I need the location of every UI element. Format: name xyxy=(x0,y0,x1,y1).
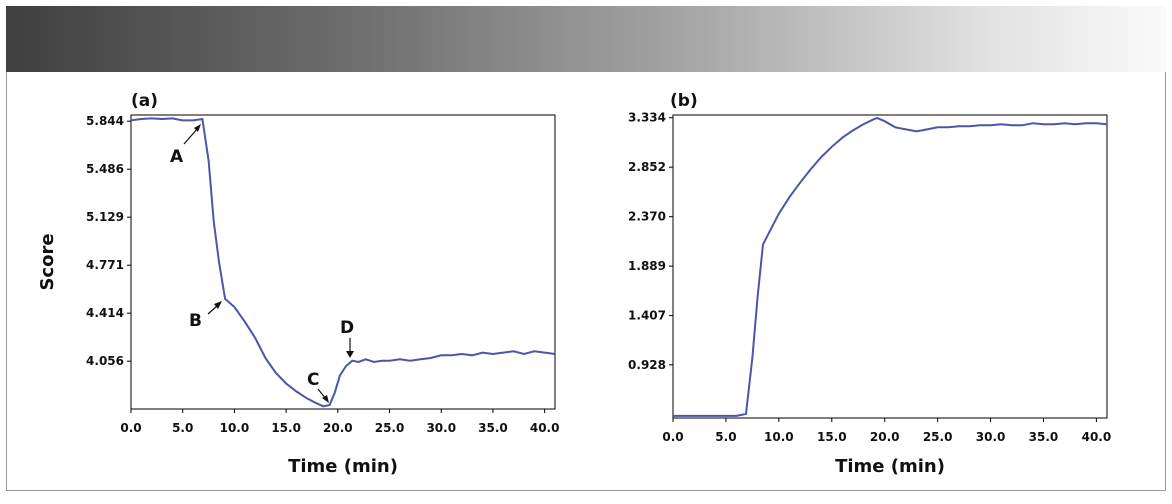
a-x-tick-label: 30.0 xyxy=(426,421,456,435)
chart-panel-b: (b) 3.334 2.852 2.370 1.889 1.407 0.928 0.0 5.… xyxy=(628,91,1111,477)
a-x-tick-label: 40.0 xyxy=(530,421,560,435)
panel-a-x-axis: 0.0 5.0 10.0 15.0 20.0 25.0 30.0 35.0 40.0 xyxy=(120,409,559,435)
panel-a-x-axis-title: Time (min) xyxy=(288,456,398,477)
annotation-d-label: D xyxy=(340,318,354,338)
panel-b-x-axis: 0.0 5.0 10.0 15.0 20.0 25.0 30.0 35.0 40.0 xyxy=(662,418,1111,444)
a-x-tick-label: 25.0 xyxy=(375,421,405,435)
panel-b-plot-area xyxy=(673,115,1107,418)
a-y-tick-label: 5.486 xyxy=(86,162,124,176)
annotation-d-arrowhead xyxy=(346,351,354,358)
chart-figure: (a) 5.844 5.486 5.129 4.771 4.414 4.056 0.0 5.… xyxy=(0,0,1172,504)
b-x-tick-label: 10.0 xyxy=(764,430,794,444)
annotation-a: A xyxy=(170,124,201,167)
a-y-tick-label: 4.414 xyxy=(86,306,124,320)
chart-panel-a: (a) 5.844 5.486 5.129 4.771 4.414 4.056 0.0 5.… xyxy=(37,91,559,477)
b-x-tick-label: 15.0 xyxy=(817,430,847,444)
b-y-tick-label: 1.889 xyxy=(628,259,666,273)
annotation-b: B xyxy=(189,301,222,331)
a-y-tick-label: 4.056 xyxy=(86,354,124,368)
b-x-tick-label: 40.0 xyxy=(1082,430,1112,444)
annotation-a-arrow xyxy=(184,128,198,144)
panel-b-x-axis-title: Time (min) xyxy=(835,456,945,477)
panel-a-label: (a) xyxy=(131,91,158,111)
b-x-tick-label: 30.0 xyxy=(976,430,1006,444)
a-y-tick-label: 5.844 xyxy=(86,114,124,128)
panel-b-label: (b) xyxy=(670,91,698,111)
panel-a-y-axis-title: Score xyxy=(37,233,58,290)
b-x-tick-label: 35.0 xyxy=(1029,430,1059,444)
annotation-b-label: B xyxy=(189,311,202,331)
panel-b-y-axis: 3.334 2.852 2.370 1.889 1.407 0.928 xyxy=(628,111,673,372)
annotation-a-label: A xyxy=(170,147,184,167)
b-x-tick-label: 20.0 xyxy=(870,430,900,444)
panel-a-series-line xyxy=(131,118,555,406)
a-x-tick-label: 5.0 xyxy=(172,421,193,435)
b-y-tick-label: 0.928 xyxy=(628,358,666,372)
annotation-d: D xyxy=(340,318,354,358)
a-x-tick-label: 0.0 xyxy=(120,421,141,435)
a-x-tick-label: 20.0 xyxy=(323,421,353,435)
annotation-c-label: C xyxy=(307,370,319,390)
annotation-c: C xyxy=(307,370,329,403)
b-x-tick-label: 25.0 xyxy=(923,430,953,444)
b-y-tick-label: 2.852 xyxy=(628,160,666,174)
b-x-tick-label: 5.0 xyxy=(715,430,736,444)
a-x-tick-label: 10.0 xyxy=(220,421,250,435)
panel-b-series-line xyxy=(673,118,1107,416)
a-y-tick-label: 5.129 xyxy=(86,210,124,224)
a-x-tick-label: 35.0 xyxy=(478,421,508,435)
a-y-tick-label: 4.771 xyxy=(86,258,124,272)
a-x-tick-label: 15.0 xyxy=(271,421,301,435)
b-y-tick-label: 3.334 xyxy=(628,111,666,125)
b-y-tick-label: 1.407 xyxy=(628,309,666,323)
b-x-tick-label: 0.0 xyxy=(662,430,683,444)
b-y-tick-label: 2.370 xyxy=(628,210,666,224)
panel-a-y-axis: 5.844 5.486 5.129 4.771 4.414 4.056 xyxy=(86,114,131,368)
panel-a-plot-area xyxy=(131,115,555,409)
